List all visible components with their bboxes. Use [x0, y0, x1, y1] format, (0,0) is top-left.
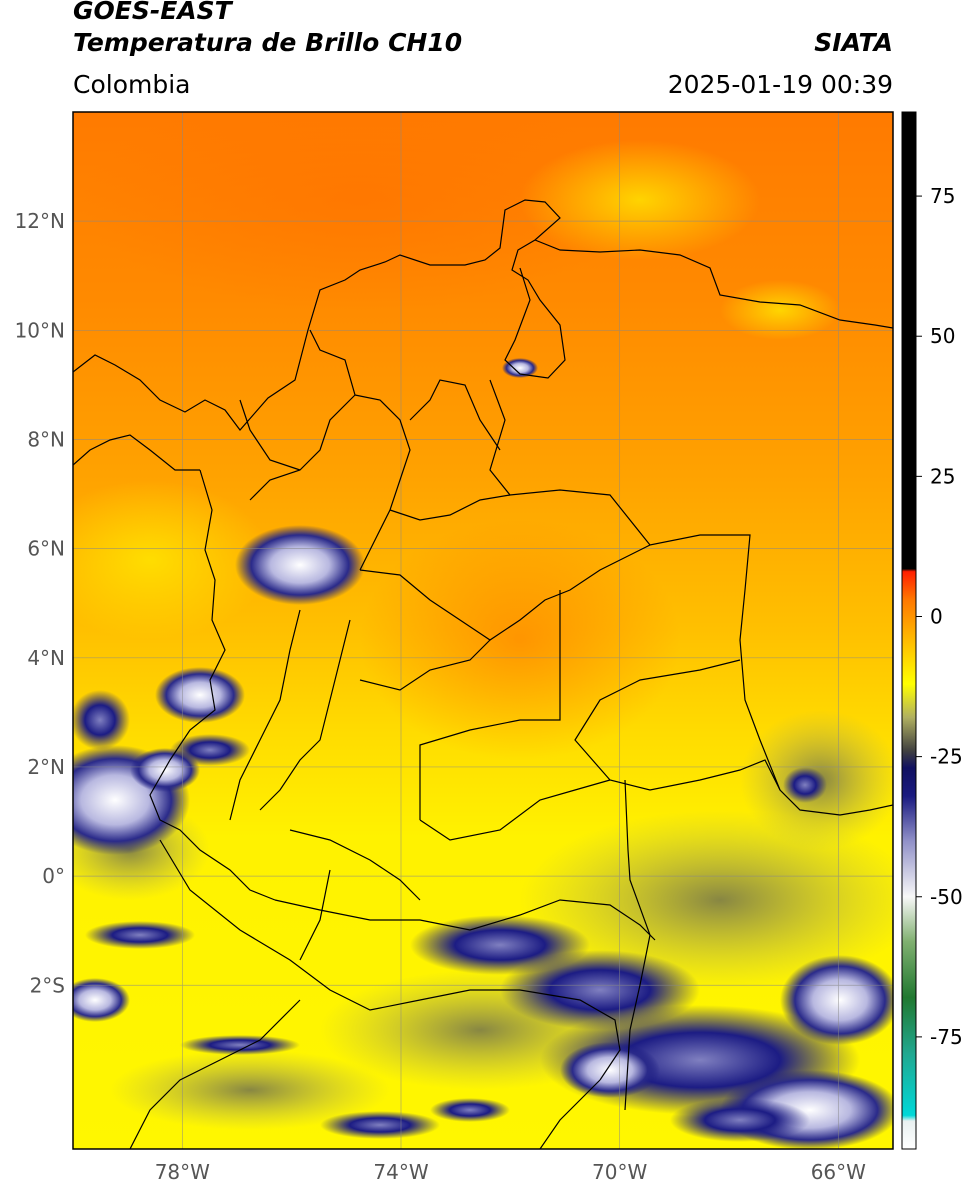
border-inner-14 — [299, 869, 331, 961]
border-inner-4 — [389, 494, 511, 521]
datetime-label: 2025-01-19 00:39 — [667, 70, 893, 99]
border-inner-2 — [354, 394, 411, 571]
border-peru-interior — [129, 999, 301, 1149]
border-colombia-peru — [274, 899, 656, 941]
coastline-pacific — [149, 469, 276, 901]
lon-tick-label: 78°W — [155, 1160, 210, 1184]
border-peru-brazil — [624, 779, 651, 1111]
map-frame — [72, 111, 894, 1150]
border-ecuador-peru — [159, 839, 621, 1081]
border-colombia-panama — [73, 434, 200, 471]
lat-tick-label: 8°N — [27, 427, 65, 451]
border-inner-1 — [249, 329, 356, 501]
border-colombia-venezuela — [489, 379, 893, 816]
border-inner-3 — [409, 379, 501, 451]
lat-tick-label: 0° — [42, 864, 65, 888]
graticule — [73, 112, 893, 1149]
lat-tick-label: 6°N — [27, 537, 65, 561]
colorbar-tick-label: -50 — [930, 885, 963, 909]
lat-tick-label: 2°S — [30, 973, 65, 997]
lat-tick-label: 4°N — [27, 646, 65, 670]
satellite-imagery — [73, 112, 893, 1149]
lon-tick-label: 70°W — [592, 1160, 647, 1184]
lon-tick-label: 66°W — [811, 1160, 866, 1184]
border-inner-11 — [289, 829, 421, 901]
colorbar-tick-label: -75 — [930, 1025, 963, 1049]
colorbar-gradient — [902, 112, 916, 1149]
border-inner-12 — [239, 399, 301, 471]
agency-label: SIATA — [814, 28, 893, 57]
longitude-labels: 78°W 74°W 70°W 66°W — [155, 1160, 866, 1184]
lat-tick-label: 12°N — [15, 209, 65, 233]
region-label: Colombia — [73, 70, 191, 99]
coastline-caribbean — [73, 199, 566, 431]
border-inner-7 — [259, 619, 351, 811]
political-borders — [73, 199, 893, 1149]
colorbar-tick-label: 0 — [930, 604, 943, 628]
colorbar-tick-label: 25 — [930, 464, 955, 488]
border-inner-9 — [359, 639, 491, 691]
colorbar-tick-label: -25 — [930, 745, 963, 769]
latitude-labels: 12°N 10°N 8°N 6°N 4°N 2°N 0° 2°S — [15, 209, 65, 997]
border-inner-6 — [419, 590, 561, 820]
colorbar-tick-label: 50 — [930, 324, 955, 348]
border-inner-13 — [539, 1079, 601, 1149]
colorbar-ticks: 75 50 25 0 -25 -50 -75 — [916, 184, 963, 1049]
lat-tick-label: 10°N — [15, 318, 65, 342]
lon-tick-label: 74°W — [373, 1160, 428, 1184]
product-title: Temperatura de Brillo CH10 — [73, 28, 463, 57]
satellite-title: GOES-EAST — [73, 0, 232, 25]
colorbar-frame — [901, 111, 917, 1150]
colorbar: 75 50 25 0 -25 -50 -75 — [901, 111, 963, 1150]
lat-tick-label: 2°N — [27, 755, 65, 779]
colorbar-tick-label: 75 — [930, 184, 955, 208]
coastline-venezuela — [534, 239, 893, 329]
border-inner-5 — [359, 544, 651, 641]
border-inner-10 — [419, 779, 611, 841]
border-inner-8 — [229, 609, 301, 821]
